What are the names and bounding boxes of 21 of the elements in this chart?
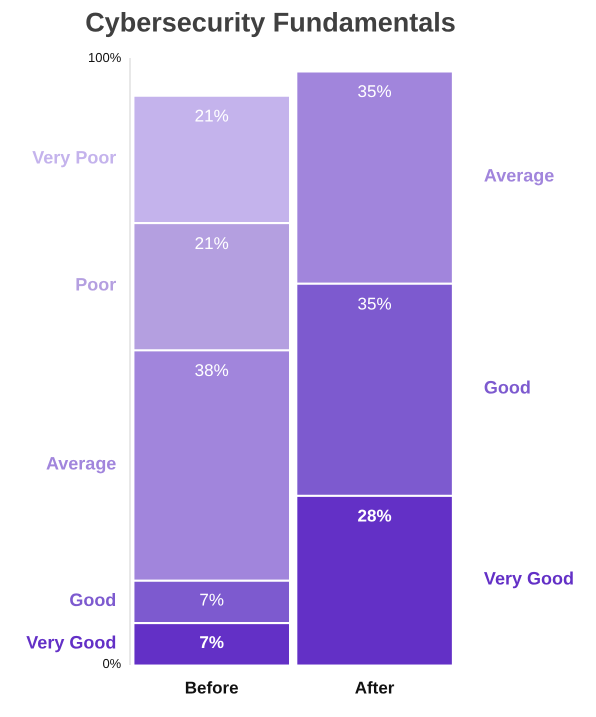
y-tick-label: 0%: [102, 656, 122, 672]
data-label: 28%: [358, 506, 392, 526]
x-tick-label: After: [354, 678, 395, 698]
text: Average: [484, 166, 554, 186]
data-label: 7%: [199, 590, 224, 610]
series-label: Poor: [75, 274, 116, 295]
text: Very Good: [484, 568, 574, 589]
data-label: 35%: [358, 82, 392, 102]
series-label: Very Poor: [32, 147, 116, 168]
data-label: 7%: [199, 633, 224, 652]
chart-title: Cybersecurity Fundamentals: [85, 8, 456, 38]
series-label: Good: [69, 590, 116, 610]
data-label: 38%: [194, 361, 229, 380]
series-label: Average: [46, 454, 116, 474]
series-label: Very Good: [26, 632, 116, 652]
data-label: 35%: [358, 294, 392, 314]
data-label: 21%: [194, 234, 229, 253]
y-tick-label: 100%: [88, 50, 122, 65]
data-label: 21%: [194, 106, 229, 126]
x-tick-label: Before: [184, 678, 239, 698]
text: Good: [484, 378, 531, 398]
